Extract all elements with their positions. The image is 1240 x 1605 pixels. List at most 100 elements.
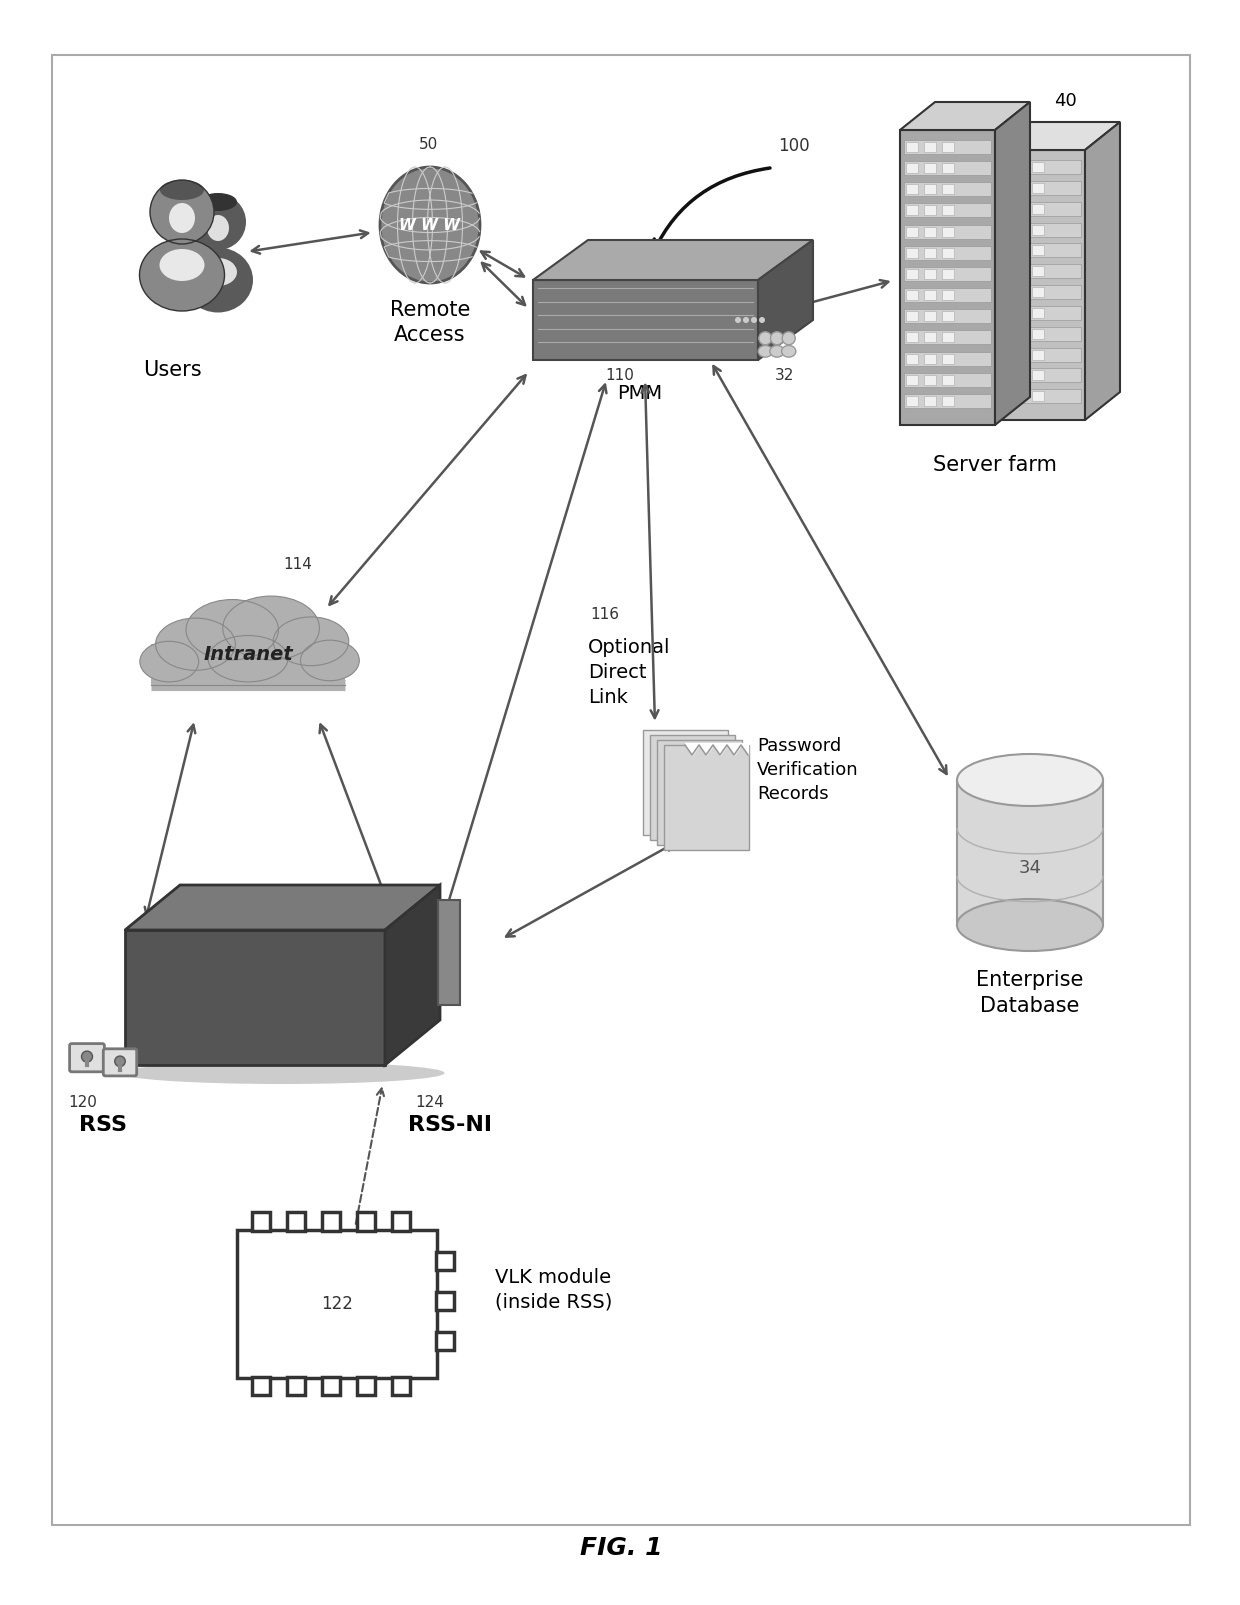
Ellipse shape xyxy=(140,642,198,682)
Text: 114: 114 xyxy=(284,557,312,571)
Bar xyxy=(322,1212,340,1231)
Bar xyxy=(1014,162,1025,172)
Bar xyxy=(924,353,936,364)
Bar xyxy=(942,164,954,173)
Bar xyxy=(996,204,1008,213)
Bar xyxy=(957,780,1104,924)
Text: Optional
Direct
Link: Optional Direct Link xyxy=(588,639,671,706)
Polygon shape xyxy=(900,103,1030,130)
Bar xyxy=(1032,350,1044,360)
Bar xyxy=(904,351,991,366)
Circle shape xyxy=(759,332,771,345)
Bar xyxy=(1014,329,1025,339)
Bar xyxy=(994,202,1081,215)
Polygon shape xyxy=(1085,122,1120,421)
Bar xyxy=(906,270,918,279)
Bar xyxy=(996,392,1008,401)
Bar xyxy=(996,225,1008,234)
Bar xyxy=(994,286,1081,299)
Bar xyxy=(1014,350,1025,360)
Ellipse shape xyxy=(119,1063,444,1083)
Ellipse shape xyxy=(186,600,279,660)
Bar xyxy=(286,1212,305,1231)
Bar xyxy=(1014,308,1025,318)
Text: Enterprise
Database: Enterprise Database xyxy=(976,969,1084,1016)
Bar xyxy=(942,141,954,152)
Text: RSS-NI: RSS-NI xyxy=(408,1115,492,1135)
Text: 40: 40 xyxy=(1054,91,1076,111)
Bar xyxy=(942,396,954,406)
Bar xyxy=(994,368,1081,382)
Polygon shape xyxy=(994,103,1030,425)
Bar xyxy=(924,374,936,385)
Circle shape xyxy=(150,180,215,244)
Bar xyxy=(1014,287,1025,297)
Bar xyxy=(904,331,991,345)
Ellipse shape xyxy=(770,345,784,358)
Text: 124: 124 xyxy=(415,1095,444,1111)
Bar xyxy=(1032,287,1044,297)
Circle shape xyxy=(190,194,246,250)
Ellipse shape xyxy=(208,636,288,682)
Ellipse shape xyxy=(155,618,236,671)
Text: 122: 122 xyxy=(321,1295,353,1313)
Bar xyxy=(286,1377,305,1395)
Text: Password
Verification
Records: Password Verification Records xyxy=(756,737,858,802)
Bar xyxy=(996,371,1008,380)
Bar xyxy=(904,160,991,175)
Bar xyxy=(906,332,918,342)
Bar xyxy=(904,183,991,196)
Bar xyxy=(924,396,936,406)
Bar xyxy=(1032,246,1044,255)
Bar xyxy=(906,247,918,258)
Text: Intranet: Intranet xyxy=(203,645,293,664)
Bar xyxy=(996,350,1008,360)
Ellipse shape xyxy=(957,899,1104,952)
Bar xyxy=(1032,204,1044,213)
Bar xyxy=(357,1377,374,1395)
Bar xyxy=(994,388,1081,403)
Text: 34: 34 xyxy=(1018,859,1042,876)
Bar xyxy=(663,745,749,851)
Bar xyxy=(994,265,1081,278)
Bar xyxy=(906,311,918,321)
Bar xyxy=(1014,266,1025,276)
Polygon shape xyxy=(900,130,994,425)
Bar xyxy=(924,141,936,152)
Bar xyxy=(252,1212,270,1231)
Circle shape xyxy=(770,332,784,345)
Polygon shape xyxy=(384,884,440,1066)
Bar xyxy=(657,740,742,844)
Ellipse shape xyxy=(273,616,348,666)
Ellipse shape xyxy=(160,180,205,201)
Polygon shape xyxy=(125,929,384,1066)
Bar xyxy=(904,287,991,302)
Polygon shape xyxy=(758,241,813,360)
Bar xyxy=(1032,266,1044,276)
Bar xyxy=(906,374,918,385)
Ellipse shape xyxy=(198,193,237,210)
Bar xyxy=(994,160,1081,173)
Bar xyxy=(924,247,936,258)
Bar xyxy=(924,205,936,215)
Bar xyxy=(904,372,991,387)
Bar xyxy=(924,270,936,279)
Bar xyxy=(994,348,1081,361)
Bar xyxy=(924,332,936,342)
Ellipse shape xyxy=(207,215,229,241)
Ellipse shape xyxy=(379,167,480,282)
Bar xyxy=(996,162,1008,172)
Bar xyxy=(392,1212,410,1231)
Bar xyxy=(942,205,954,215)
Bar xyxy=(1032,183,1044,193)
FancyBboxPatch shape xyxy=(69,1043,104,1072)
Bar xyxy=(996,287,1008,297)
Bar xyxy=(1032,308,1044,318)
Bar xyxy=(392,1377,410,1395)
Bar xyxy=(1014,204,1025,213)
Ellipse shape xyxy=(781,345,796,358)
Polygon shape xyxy=(990,122,1120,149)
Bar xyxy=(924,291,936,300)
Bar xyxy=(904,266,991,281)
Text: 50: 50 xyxy=(418,136,438,152)
